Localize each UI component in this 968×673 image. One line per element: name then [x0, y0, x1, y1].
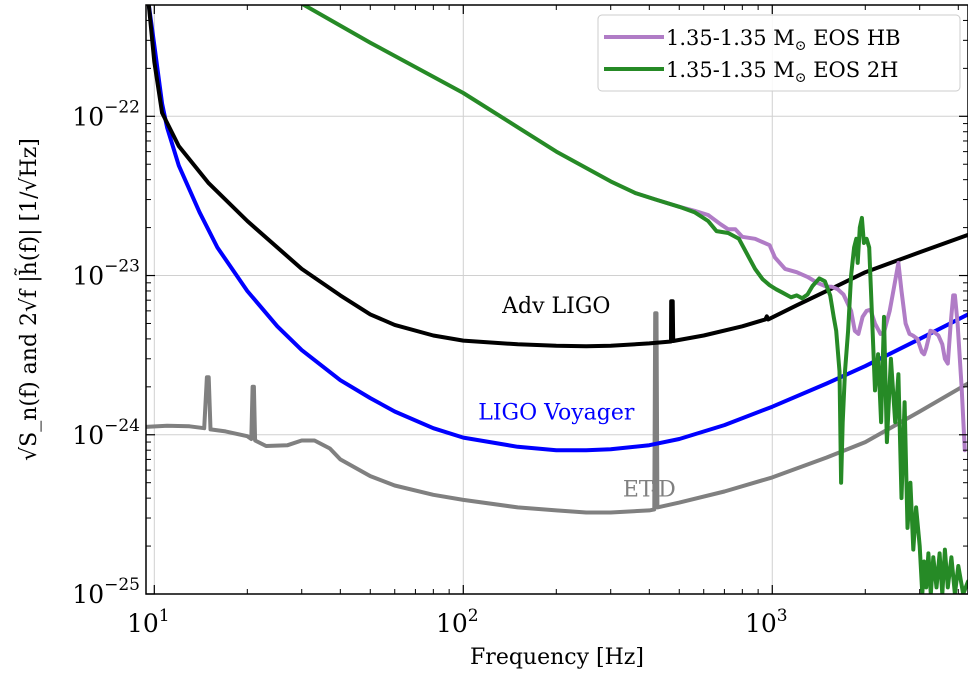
series-group	[146, 5, 968, 594]
y-tick-label: 10−24	[72, 416, 140, 450]
plot-frame	[145, 4, 968, 595]
legend-box	[597, 14, 961, 92]
series-line-adv-ligo	[146, 5, 968, 349]
y-tick-mantissa: 10	[72, 580, 104, 609]
y-tick-label: 10−23	[72, 257, 140, 291]
series-line-et-d	[146, 311, 968, 515]
legend-entry-label: 1.35-1.35 M⊙ EOS HB	[666, 26, 901, 54]
x-tick-label: 101	[127, 606, 170, 638]
y-tick-mantissa: 10	[72, 421, 104, 450]
y-tick-mantissa: 10	[72, 102, 104, 131]
y-tick-exponent: −23	[104, 257, 140, 277]
x-tick-exponent: 1	[159, 606, 170, 626]
y-axis-label: √S_n(f) and 2√f |h̃(f)| [1/√Hz]	[15, 138, 42, 461]
x-tick-label: 102	[436, 606, 479, 638]
series-line-1-35-1-35-m-eos-hb	[633, 191, 967, 453]
y-tick-mantissa: 10	[72, 262, 104, 291]
legend: 1.35-1.35 M⊙ EOS HB 1.35-1.35 M⊙ EOS 2H	[597, 14, 961, 92]
x-tick-exponent: 2	[468, 606, 479, 626]
x-tick-label: 103	[745, 606, 788, 638]
legend-entry-label: 1.35-1.35 M⊙ EOS 2H	[666, 58, 899, 86]
curve-label: LIGO Voyager	[478, 400, 635, 425]
x-tick-mantissa: 10	[436, 609, 468, 638]
y-tick-label: 10−25	[72, 575, 140, 609]
x-tick-mantissa: 10	[127, 609, 159, 638]
curve-label: ET-D	[623, 477, 676, 502]
y-tick-label: 10−22	[72, 97, 140, 131]
series-line-ligo-voyager	[146, 5, 968, 453]
x-axis-label: Frequency [Hz]	[470, 645, 644, 670]
y-tick-exponent: −25	[104, 575, 140, 595]
x-tick-mantissa: 10	[745, 609, 777, 638]
x-tick-exponent: 3	[777, 606, 788, 626]
y-tick-exponent: −22	[104, 97, 140, 117]
tick-marks	[146, 5, 968, 595]
curve-labels: Adv LIGO LIGO Voyager ET-D	[478, 294, 676, 502]
y-tick-exponent: −24	[104, 416, 140, 436]
series-line-1-35-1-35-m-eos-2h	[300, 5, 968, 594]
curve-label: Adv LIGO	[501, 294, 610, 319]
